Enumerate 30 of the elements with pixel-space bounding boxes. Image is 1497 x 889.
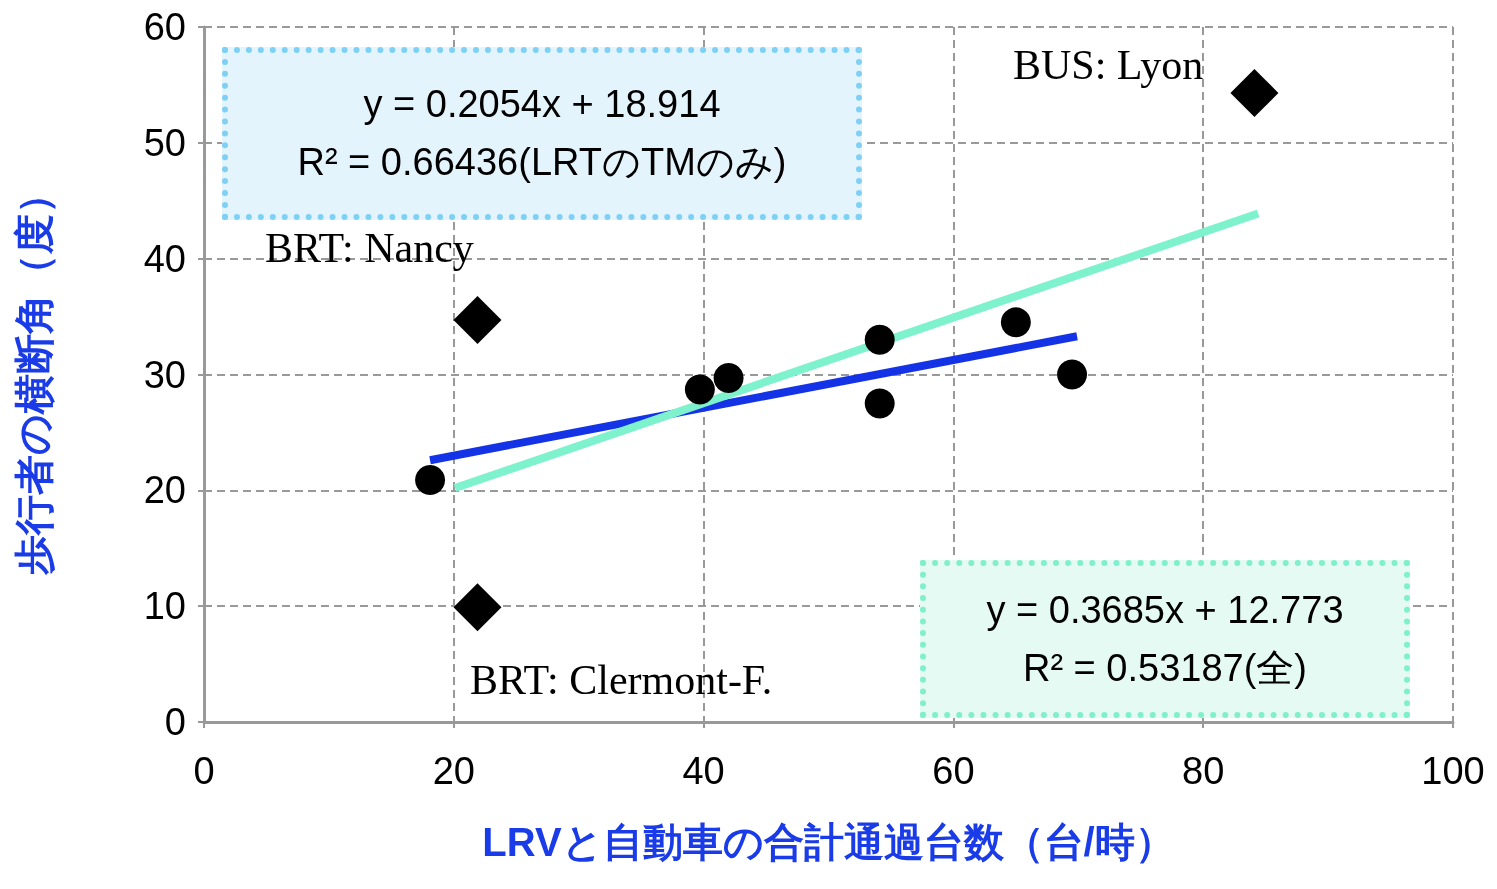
x-tick-label: 0 — [193, 750, 215, 792]
equation-box: y = 0.3685x + 12.773 R² = 0.53187(全) — [920, 560, 1410, 718]
point — [1000, 307, 1031, 338]
annotation: BUS: Lyon — [1013, 41, 1204, 89]
y-tick-label: 20 — [143, 469, 186, 512]
point — [453, 583, 502, 632]
point — [864, 324, 895, 355]
annotation: BRT: Clermont-F. — [470, 656, 773, 704]
annotation: BRT: Nancy — [265, 224, 474, 272]
x-tick-label: 20 — [432, 750, 475, 792]
point — [864, 388, 895, 419]
y-tick-label: 0 — [164, 701, 186, 743]
point — [453, 296, 502, 345]
y-tick-label: 10 — [143, 585, 186, 628]
point — [415, 464, 446, 495]
y-tick-label: 50 — [143, 121, 186, 164]
x-tick-label: 60 — [932, 750, 975, 792]
x-axis-title: LRVと自動車の合計通過台数（台/時） — [482, 820, 1175, 864]
y-tick-label: 40 — [143, 237, 186, 280]
point — [1057, 359, 1088, 390]
equation-box: y = 0.2054x + 18.914 R² = 0.66436(LRTのTMのみ) — [222, 46, 862, 220]
point — [713, 362, 744, 393]
x-tick-label: 40 — [682, 750, 725, 792]
y-axis-title: 歩行者の横断角（度） — [12, 174, 56, 576]
point — [1230, 69, 1279, 118]
point — [684, 374, 715, 405]
x-tick-label: 100 — [1421, 750, 1485, 792]
y-tick-label: 30 — [143, 353, 186, 396]
x-tick-label: 80 — [1182, 750, 1225, 792]
y-tick-label: 60 — [143, 6, 186, 48]
